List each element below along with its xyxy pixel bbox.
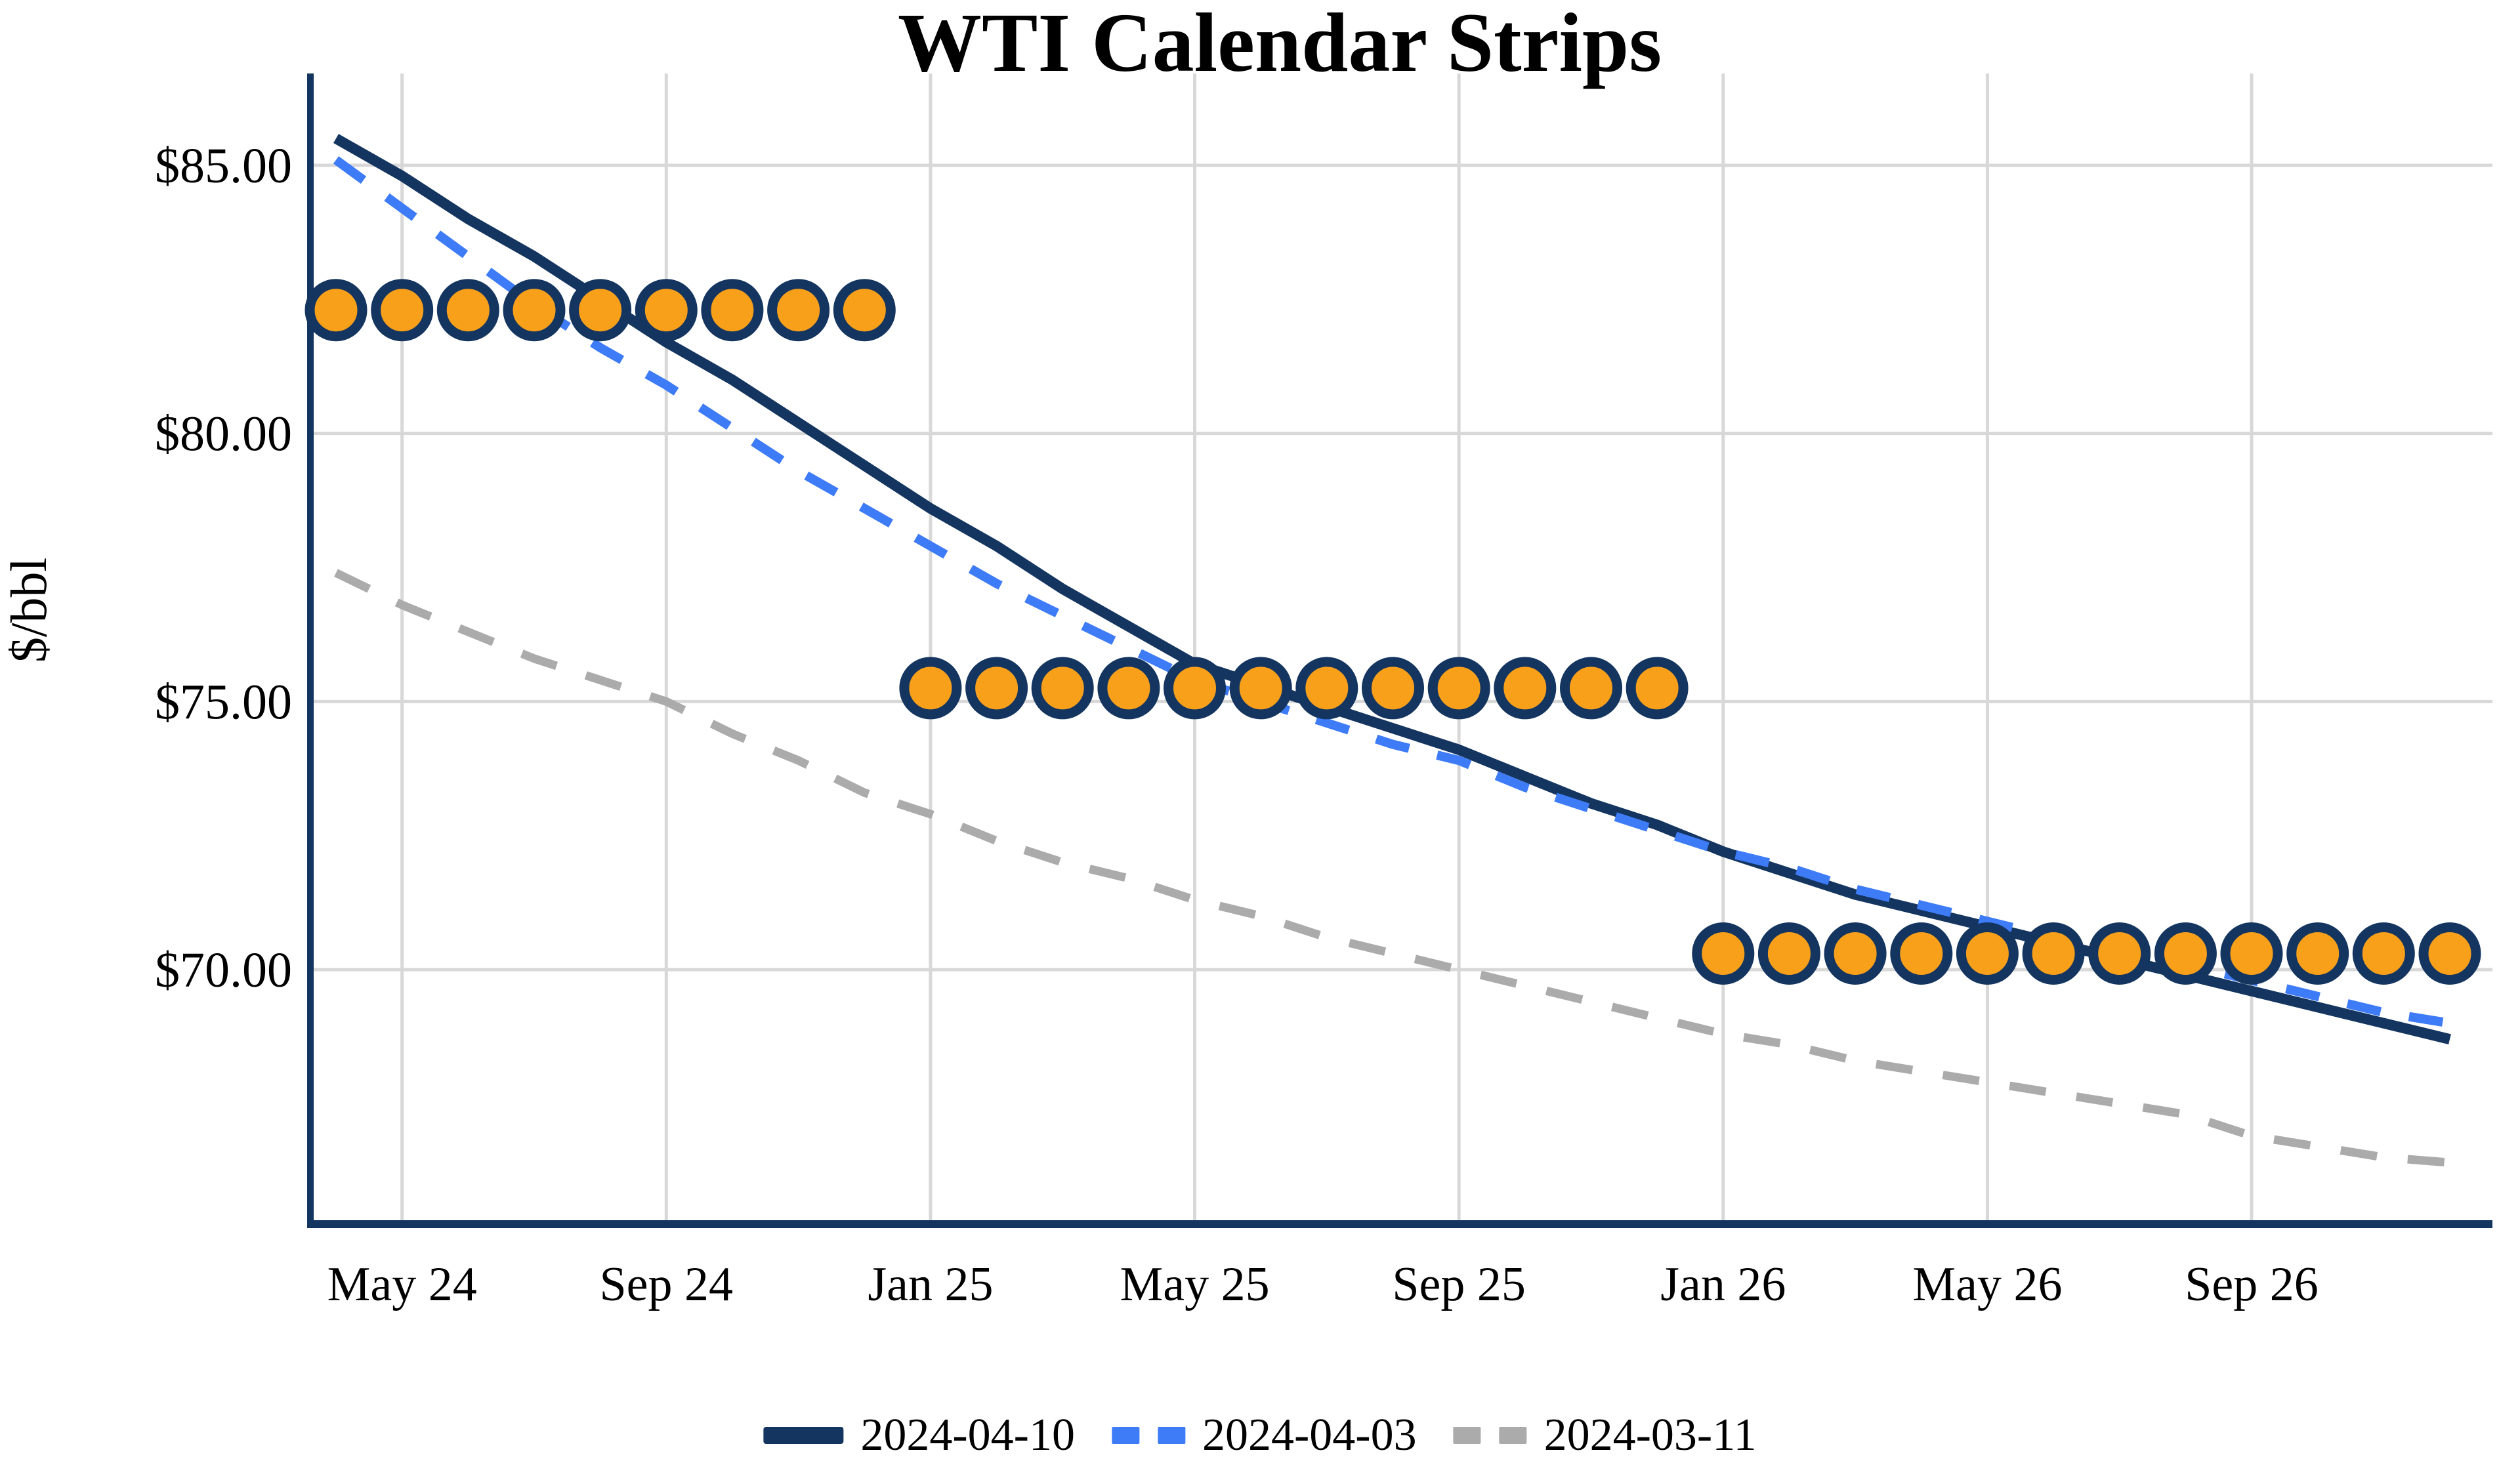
x-tick-label-may-25: May 25 — [1120, 1258, 1269, 1311]
strip-dot-calendar-2025-strip-aug-25 — [1362, 657, 1424, 720]
chart-title: WTI Calendar Strips — [898, 0, 1662, 89]
y-tick-label-70: $70.00 — [155, 943, 292, 998]
series-line-2024-04-03 — [333, 156, 2451, 1028]
strip-dot-calendar-2026-strip-dec-26 — [2418, 922, 2481, 985]
gridlines — [310, 73, 2492, 1224]
strip-dot-calendar-2026-strip-jul-26 — [2088, 922, 2151, 985]
legend-item-2024-04-03: 2024-04-03 — [1111, 1409, 1417, 1462]
strip-dot-calendar-2026-strip-nov-26 — [2352, 922, 2415, 985]
strip-dots — [304, 279, 2481, 985]
y-axis-label: $/bbl — [0, 558, 57, 663]
x-tick-label-sep-26: Sep 26 — [2185, 1258, 2319, 1311]
series-line-2024-03-11 — [334, 569, 2450, 1167]
x-tick-label-may-26: May 26 — [1912, 1258, 2062, 1311]
strip-dot-calendar-2025-strip-apr-25 — [1097, 657, 1160, 720]
strip-dot-balance-2024-strip-dec-24 — [833, 279, 896, 342]
strip-dot-calendar-2025-strip-jul-25 — [1295, 657, 1358, 720]
strip-dot-calendar-2026-strip-apr-26 — [1890, 922, 1953, 985]
x-tick-label-jan-26: Jan 26 — [1660, 1258, 1786, 1311]
legend-label-2024-03-11: 2024-03-11 — [1544, 1410, 1757, 1460]
strip-dot-balance-2024-strip-apr-24 — [304, 279, 368, 342]
legend-item-2024-03-11: 2024-03-11 — [1453, 1409, 1757, 1462]
legend-dash-segment — [1111, 1427, 1139, 1444]
strip-dot-calendar-2026-strip-mar-26 — [1824, 922, 1887, 985]
legend-dashed-line-swatch-2024-03-11 — [1453, 1427, 1527, 1444]
strip-dot-balance-2024-strip-sep-24 — [635, 279, 698, 342]
strip-dot-calendar-2025-strip-mar-25 — [1031, 657, 1094, 720]
legend-label-2024-04-10: 2024-04-10 — [860, 1410, 1075, 1460]
x-tick-label-may-24: May 24 — [327, 1258, 477, 1311]
legend-dash-segment — [1453, 1427, 1481, 1444]
strip-dot-calendar-2025-strip-may-25 — [1164, 657, 1226, 720]
legend-dash-segment — [1499, 1427, 1527, 1444]
legend: 2024-04-10 2024-04-03 2024-03-11 — [763, 1409, 1757, 1462]
x-tick-label-sep-25: Sep 25 — [1392, 1258, 1526, 1311]
strip-dot-calendar-2025-strip-sep-25 — [1427, 657, 1490, 720]
strip-dot-balance-2024-strip-nov-24 — [767, 279, 830, 342]
strip-dot-calendar-2026-strip-oct-26 — [2286, 922, 2349, 985]
axis-tick-labels: $85.00 $80.00 $75.00 $70.00 May 24 Sep 24 Jan … — [155, 138, 2319, 1311]
strip-dot-calendar-2025-strip-nov-25 — [1560, 657, 1622, 720]
strip-dot-calendar-2026-strip-feb-26 — [1757, 922, 1820, 985]
y-tick-label-85: $85.00 — [155, 138, 292, 194]
strip-dot-calendar-2025-strip-dec-25 — [1626, 657, 1689, 720]
legend-dash-segment — [1157, 1427, 1185, 1444]
strip-dot-balance-2024-strip-aug-24 — [569, 279, 632, 342]
strip-dot-balance-2024-strip-may-24 — [371, 279, 434, 342]
axes — [307, 73, 2492, 1228]
series-line-2024-04-10 — [333, 134, 2451, 1044]
strip-dot-calendar-2025-strip-jan-25 — [899, 657, 962, 720]
legend-solid-line-swatch-2024-04-10 — [763, 1427, 844, 1444]
strip-dot-calendar-2026-strip-jan-26 — [1692, 922, 1755, 985]
strip-dot-balance-2024-strip-oct-24 — [701, 279, 764, 342]
strip-dot-calendar-2025-strip-jun-25 — [1229, 657, 1292, 720]
legend-label-2024-04-03: 2024-04-03 — [1202, 1410, 1417, 1460]
strip-dot-balance-2024-strip-jun-24 — [436, 279, 499, 342]
strip-dot-calendar-2025-strip-oct-25 — [1494, 657, 1557, 720]
strip-dot-calendar-2026-strip-sep-26 — [2220, 922, 2283, 985]
strip-dot-calendar-2025-strip-feb-25 — [965, 657, 1028, 720]
x-tick-label-jan-25: Jan 25 — [868, 1258, 993, 1311]
y-tick-label-75: $75.00 — [155, 674, 292, 730]
strip-dot-calendar-2026-strip-aug-26 — [2154, 922, 2217, 985]
x-tick-label-sep-24: Sep 24 — [600, 1258, 734, 1311]
strip-dot-calendar-2026-strip-may-26 — [1956, 922, 2019, 985]
strip-dot-balance-2024-strip-jul-24 — [503, 279, 566, 342]
strip-dot-calendar-2026-strip-jun-26 — [2022, 922, 2085, 985]
legend-dashed-line-swatch-2024-04-03 — [1111, 1427, 1185, 1444]
legend-item-2024-04-10: 2024-04-10 — [763, 1409, 1075, 1462]
y-tick-label-80: $80.00 — [155, 407, 292, 462]
